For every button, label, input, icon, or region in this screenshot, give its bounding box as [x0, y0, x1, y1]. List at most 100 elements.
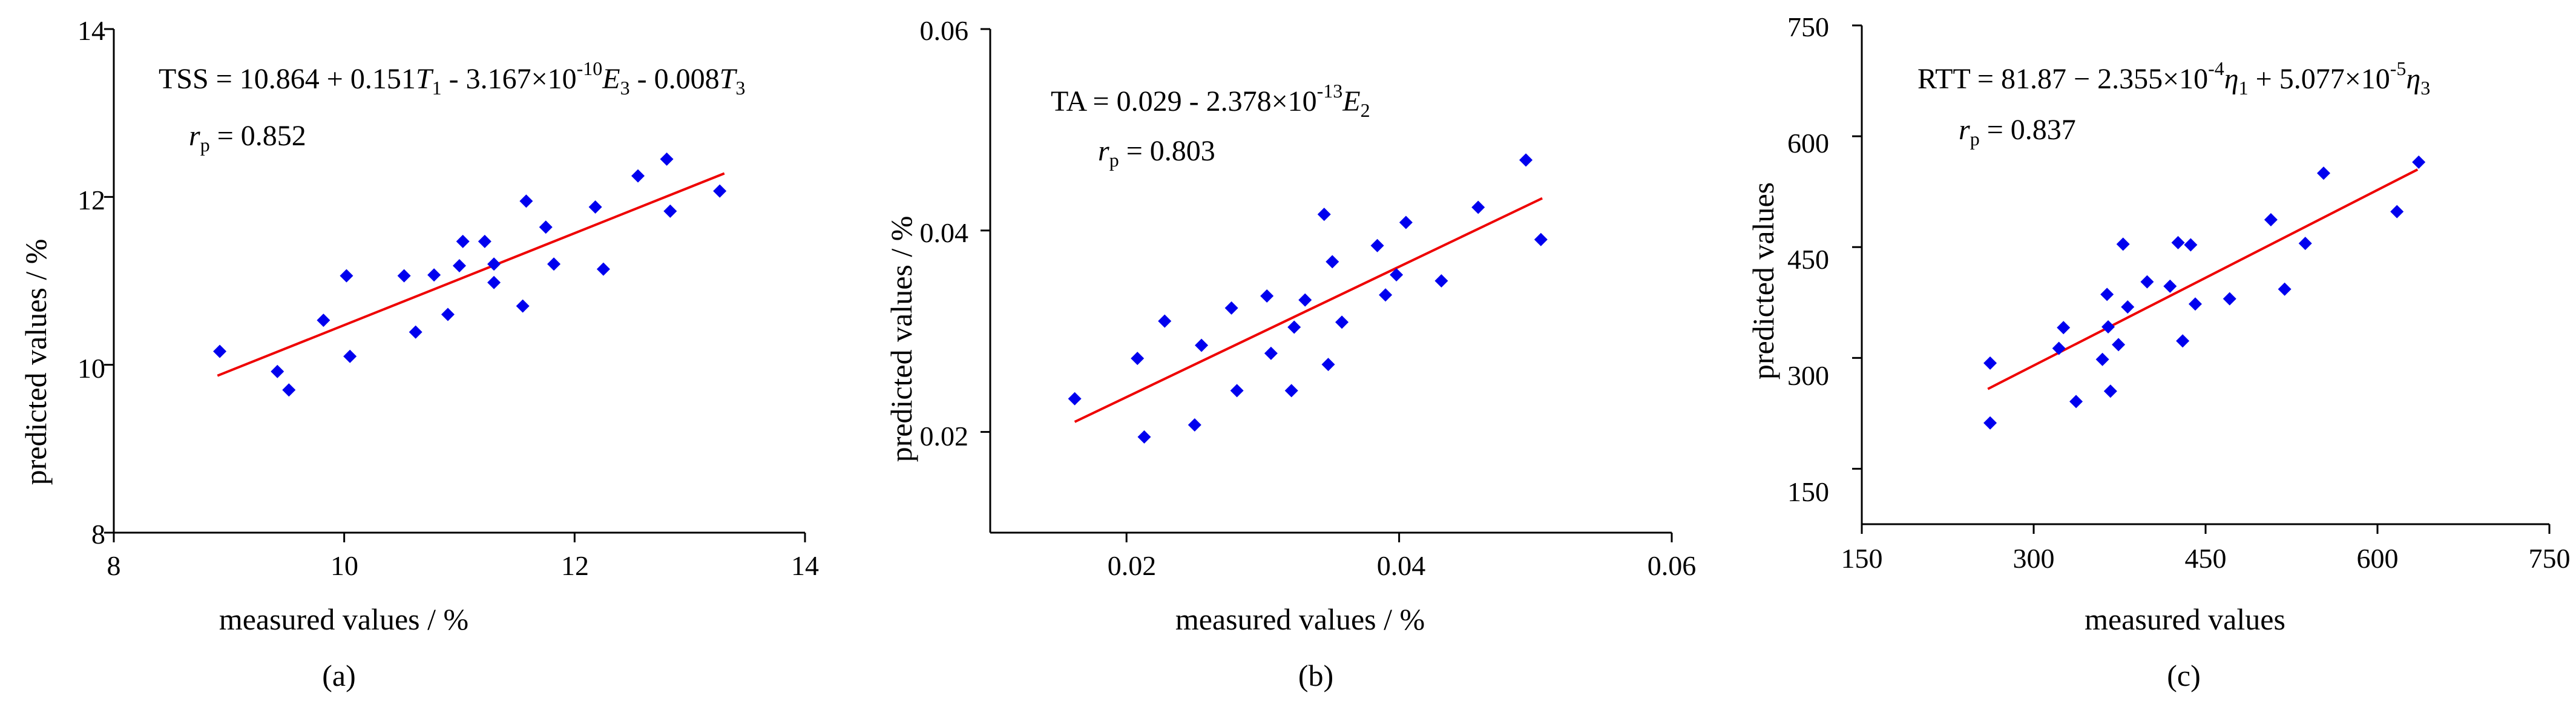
chart-a-xtick-3: 14: [791, 550, 819, 581]
chart-c-point-12: [2140, 275, 2154, 289]
chart-c-point-2: [2052, 341, 2066, 355]
chart-b-point-5: [1195, 338, 1209, 352]
chart-b-xlabel: measured values / %: [1175, 602, 1425, 636]
chart-b-point-16: [1335, 315, 1349, 329]
chart-a-ytick-0: 8: [91, 519, 105, 550]
chart-a-point-2: [282, 383, 296, 397]
chart-c-point-23: [2390, 205, 2404, 219]
chart-a: TSS = 10.864 + 0.151T1 - 3.167×10-10E3 -…: [19, 15, 819, 692]
chart-a-xtick-0: 8: [107, 550, 121, 581]
chart-b-point-18: [1379, 288, 1393, 302]
chart-a-point-21: [631, 169, 645, 183]
chart-b-point-1: [1131, 352, 1145, 366]
chart-c-ylabel: predicted values: [1746, 182, 1780, 380]
chart-b-point-24: [1534, 232, 1548, 246]
chart-a-point-17: [539, 220, 553, 234]
chart-b-r-label: rp = 0.803: [1098, 135, 1215, 171]
chart-c-point-18: [2223, 292, 2236, 306]
chart-a-xlabel: measured values / %: [219, 602, 468, 636]
chart-b-point-3: [1158, 314, 1172, 328]
chart-b-xtick-0: 0.02: [1108, 550, 1157, 581]
chart-b-point-10: [1284, 384, 1298, 398]
chart-a-point-1: [271, 364, 284, 378]
chart-b-point-2: [1137, 430, 1151, 444]
chart-b-point-19: [1390, 268, 1404, 282]
chart-a-fit-line: [217, 172, 725, 377]
chart-b-point-21: [1434, 274, 1448, 288]
chart-a-point-12: [478, 234, 491, 248]
chart-c-xtick-1: 300: [2013, 543, 2055, 574]
chart-a-point-15: [516, 299, 530, 313]
chart-c-point-3: [2057, 321, 2071, 335]
chart-b-point-12: [1298, 293, 1312, 307]
chart-c-xtick-4: 750: [2529, 543, 2571, 574]
chart-a-point-3: [317, 314, 330, 327]
chart-b-point-14: [1321, 358, 1335, 372]
chart-c-ytick-1: 300: [1787, 360, 1829, 391]
chart-b-point-4: [1188, 418, 1201, 432]
chart-a-point-9: [441, 307, 455, 321]
chart-c-point-7: [2101, 320, 2115, 334]
chart-c-point-15: [2176, 334, 2190, 348]
chart-a-point-11: [456, 234, 470, 248]
chart-a-point-8: [427, 268, 441, 282]
chart-a-point-20: [596, 262, 610, 276]
chart-b: TA = 0.029 - 2.378×10-13E2 rp = 0.803 me…: [884, 15, 1696, 692]
chart-b-point-17: [1370, 238, 1384, 252]
chart-b-point-7: [1230, 384, 1244, 398]
chart-b-ytick-1: 0.04: [920, 217, 969, 248]
chart-b-equation: TA = 0.029 - 2.378×10-13E2: [1051, 80, 1370, 121]
chart-a-point-7: [409, 325, 422, 339]
chart-c-point-24: [2412, 155, 2426, 169]
chart-a-ylabel: predicted values / %: [19, 239, 53, 485]
chart-b-point-13: [1317, 208, 1331, 222]
chart-c-point-1: [1983, 416, 1997, 430]
chart-c-point-22: [2317, 166, 2331, 180]
chart-a-panel-label: (a): [322, 659, 356, 692]
chart-c-r-label: rp = 0.837: [1959, 114, 2076, 150]
chart-c-ytick-3: 600: [1787, 128, 1829, 159]
chart-a-point-0: [213, 344, 227, 358]
chart-c: RTT = 81.87 − 2.355×10-4η1 + 5.077×10-5η…: [1746, 12, 2571, 692]
chart-a-point-24: [713, 184, 727, 198]
chart-c-xtick-0: 150: [1841, 543, 1883, 574]
chart-b-point-9: [1264, 346, 1278, 360]
chart-a-point-23: [663, 204, 677, 218]
chart-a-point-19: [588, 200, 602, 214]
chart-c-point-8: [2103, 384, 2117, 398]
chart-b-point-8: [1260, 289, 1274, 303]
chart-b-xtick-2: 0.06: [1648, 550, 1697, 581]
chart-b-point-23: [1519, 153, 1533, 167]
chart-c-point-9: [2112, 338, 2126, 352]
chart-b-panel-label: (b): [1298, 659, 1333, 692]
chart-c-point-20: [2278, 282, 2292, 296]
chart-a-ytick-1: 10: [77, 353, 105, 384]
chart-c-point-17: [2188, 297, 2202, 311]
chart-c-ytick-4: 750: [1787, 12, 1829, 42]
chart-b-xtick-1: 0.04: [1377, 550, 1426, 581]
chart-a-point-4: [340, 269, 353, 283]
chart-c-point-10: [2116, 237, 2130, 251]
chart-c-point-13: [2163, 279, 2177, 293]
chart-a-ytick-3: 14: [77, 15, 105, 46]
chart-b-point-0: [1068, 392, 1082, 406]
chart-b-point-20: [1399, 215, 1413, 229]
chart-c-point-16: [2184, 238, 2198, 252]
chart-c-ytick-0: 150: [1787, 476, 1829, 507]
chart-c-xtick-3: 600: [2357, 543, 2399, 574]
chart-a-equation: TSS = 10.864 + 0.151T1 - 3.167×10-10E3 -…: [159, 58, 745, 99]
chart-c-xtick-2: 450: [2185, 543, 2227, 574]
chart-c-ytick-2: 450: [1787, 244, 1829, 275]
chart-b-point-11: [1287, 320, 1301, 334]
chart-a-point-6: [397, 269, 411, 283]
chart-a-point-14: [487, 275, 501, 289]
chart-c-point-19: [2264, 213, 2278, 227]
chart-b-ylabel: predicted values / %: [884, 216, 918, 462]
chart-a-point-5: [343, 349, 357, 363]
chart-b-ytick-2: 0.06: [920, 15, 969, 46]
chart-a-point-22: [660, 152, 674, 166]
chart-c-point-11: [2121, 300, 2135, 314]
chart-c-point-14: [2171, 235, 2185, 249]
